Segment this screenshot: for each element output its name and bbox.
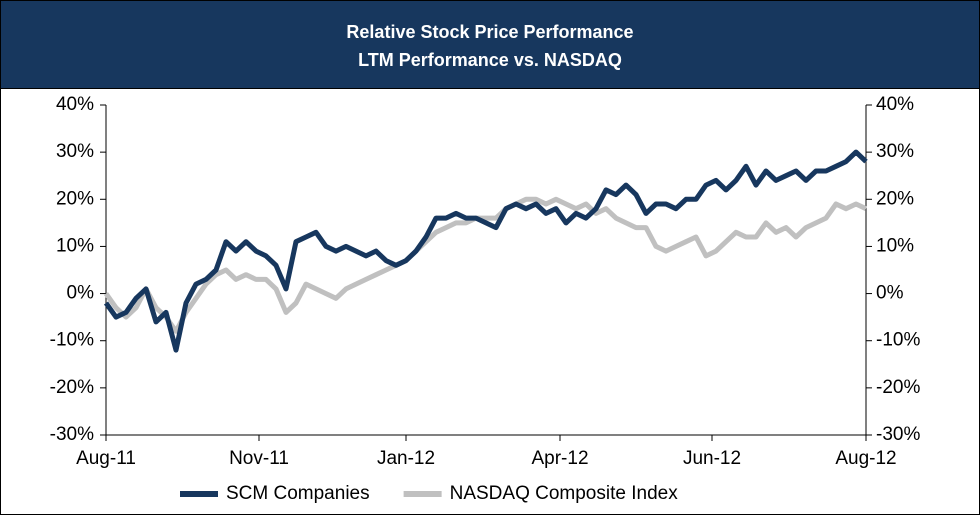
- x-tick-label: Jun-12: [683, 448, 741, 469]
- y2-tick-label: 40%: [876, 94, 914, 115]
- line: [103, 196, 868, 334]
- line: [103, 149, 868, 353]
- chart-subtitle: LTM Performance vs. NASDAQ: [358, 50, 622, 70]
- y-tick-label: -30%: [50, 424, 94, 445]
- legend-label: NASDAQ Composite Index: [450, 483, 679, 504]
- y2-tick-label: 30%: [876, 141, 914, 162]
- x-tick-label: Aug-11: [76, 448, 136, 469]
- x-tick-label: Apr-12: [531, 448, 588, 469]
- y-tick-label: 30%: [56, 141, 94, 162]
- x-tick-label: Aug-12: [835, 448, 896, 469]
- y-tick-label: 40%: [56, 94, 94, 115]
- legend-label: SCM Companies: [226, 483, 370, 504]
- x-tick-label: Nov-11: [229, 448, 289, 469]
- y2-tick-label: -20%: [876, 377, 920, 398]
- y2-tick-label: -10%: [876, 330, 920, 351]
- y2-tick-label: 20%: [876, 188, 914, 209]
- y2-tick-label: -30%: [876, 424, 920, 445]
- y-tick-label: -20%: [50, 377, 94, 398]
- y-tick-label: 20%: [56, 188, 94, 209]
- y2-tick-label: 0%: [876, 283, 904, 304]
- y-tick-label: 0%: [67, 283, 95, 304]
- y2-tick-label: 10%: [876, 235, 914, 256]
- title-band: [0, 0, 980, 89]
- chart-title: Relative Stock Price Performance: [346, 22, 633, 42]
- x-tick-label: Jan-12: [377, 448, 435, 469]
- y-tick-label: 10%: [56, 235, 94, 256]
- y-tick-label: -10%: [50, 330, 94, 351]
